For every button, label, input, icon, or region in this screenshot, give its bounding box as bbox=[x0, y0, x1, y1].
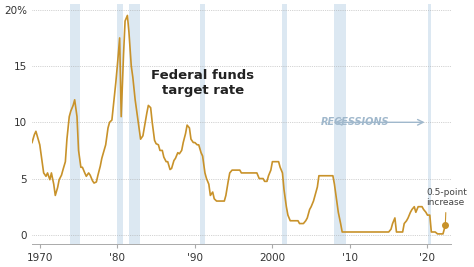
Text: RECESSIONS: RECESSIONS bbox=[321, 117, 390, 127]
Text: Federal funds
target rate: Federal funds target rate bbox=[151, 69, 254, 97]
Text: 0.5-point
increase: 0.5-point increase bbox=[426, 188, 467, 223]
Bar bbox=[118, 4, 123, 244]
Bar bbox=[70, 4, 80, 244]
Bar bbox=[129, 4, 140, 244]
Bar bbox=[200, 4, 205, 244]
Bar bbox=[428, 4, 431, 244]
Bar bbox=[282, 4, 287, 244]
Bar bbox=[334, 4, 346, 244]
